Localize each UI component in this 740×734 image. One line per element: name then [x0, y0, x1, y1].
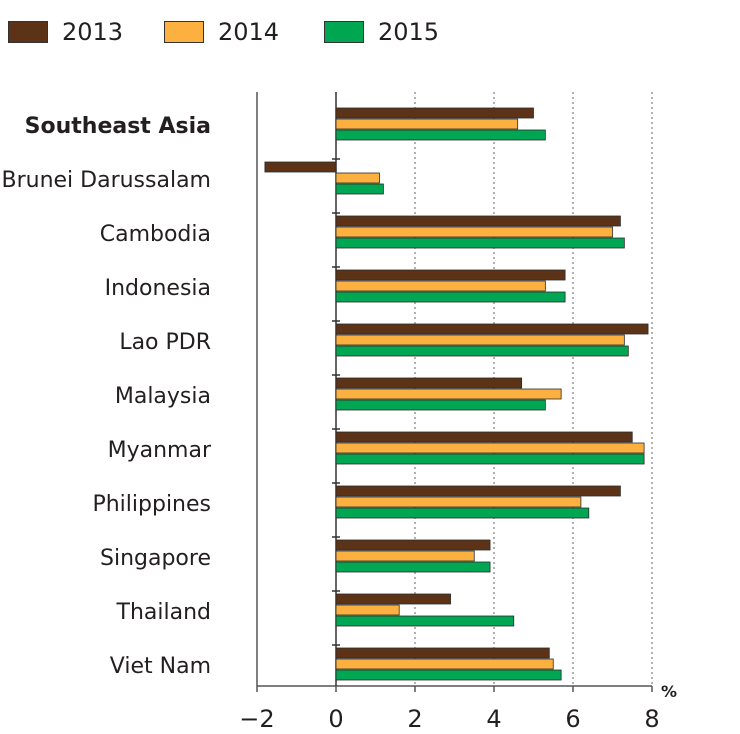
bar-southeast-asia-2014 [335, 118, 519, 130]
category-label-myanmar: Myanmar [108, 438, 212, 463]
bar-malaysia-2014 [335, 388, 562, 400]
bar-indonesia-2014 [335, 280, 546, 292]
bar-cambodia-2014 [335, 226, 613, 238]
category-label-thailand: Thailand [116, 600, 211, 625]
legend-swatch-2014 [164, 21, 204, 43]
category-label-indonesia: Indonesia [105, 276, 211, 301]
bar-myanmar-2014 [335, 442, 645, 454]
x-axis-unit-label: % [661, 682, 677, 701]
bar-myanmar-2013 [335, 431, 633, 443]
x-tick-label-4: 4 [486, 705, 501, 733]
bar-myanmar-2015 [335, 453, 645, 465]
legend-item-2013: 2013 [8, 14, 123, 50]
bar-singapore-2015 [335, 561, 491, 573]
bar-viet-nam-2014 [335, 658, 554, 670]
bar-indonesia-2013 [335, 269, 566, 281]
bar-brunei-darussalam-2014 [335, 172, 380, 184]
legend-label-2015: 2015 [378, 18, 440, 46]
bar-brunei-darussalam-2013 [264, 161, 337, 173]
category-label-viet-nam: Viet Nam [110, 654, 211, 679]
bar-lao-pdr-2015 [335, 345, 629, 357]
bar-thailand-2013 [335, 593, 451, 605]
category-label-brunei-darussalam: Brunei Darussalam [1, 168, 211, 193]
x-tick-label-0: 0 [328, 705, 343, 733]
legend-item-2014: 2014 [164, 14, 279, 50]
bar-southeast-asia-2015 [335, 129, 546, 141]
bar-viet-nam-2015 [335, 669, 562, 681]
bar-thailand-2015 [335, 615, 515, 627]
category-label-singapore: Singapore [100, 546, 211, 571]
category-label-cambodia: Cambodia [100, 222, 211, 247]
x-tick-label-2: 2 [407, 705, 422, 733]
bar-philippines-2015 [335, 507, 590, 519]
bar-cambodia-2015 [335, 237, 625, 249]
x-tick-label-8: 8 [644, 705, 659, 733]
legend-label-2013: 2013 [62, 18, 124, 46]
bar-viet-nam-2013 [335, 647, 550, 659]
bar-cambodia-2013 [335, 215, 621, 227]
x-tick-label-6: 6 [565, 705, 580, 733]
chart-legend: 2013 2014 2015 [8, 14, 528, 50]
legend-item-2015: 2015 [324, 14, 439, 50]
bar-philippines-2014 [335, 496, 582, 508]
bar-thailand-2014 [335, 604, 400, 616]
category-label-malaysia: Malaysia [115, 384, 211, 409]
legend-label-2014: 2014 [218, 18, 280, 46]
bar-malaysia-2015 [335, 399, 546, 411]
bar-malaysia-2013 [335, 377, 523, 389]
x-tick-label-2: −2 [239, 705, 274, 733]
category-label-philippines: Philippines [92, 492, 211, 517]
bar-singapore-2013 [335, 539, 491, 551]
category-label-lao-pdr: Lao PDR [119, 330, 211, 355]
legend-swatch-2013 [8, 21, 48, 43]
bar-southeast-asia-2013 [335, 107, 534, 119]
bar-philippines-2013 [335, 485, 621, 497]
legend-swatch-2015 [324, 21, 364, 43]
bar-singapore-2014 [335, 550, 475, 562]
category-label-southeast-asia: Southeast Asia [25, 114, 211, 139]
bar-brunei-darussalam-2015 [335, 183, 384, 195]
bar-lao-pdr-2014 [335, 334, 625, 346]
bar-lao-pdr-2013 [335, 323, 649, 335]
bar-indonesia-2015 [335, 291, 566, 303]
